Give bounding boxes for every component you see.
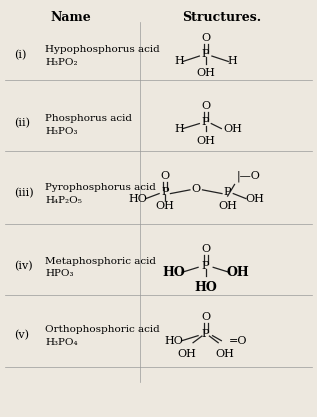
Text: Structures.: Structures. [182, 11, 261, 25]
Text: O: O [160, 171, 169, 181]
Text: P: P [202, 261, 210, 271]
Text: HO: HO [129, 193, 147, 203]
Text: P: P [202, 49, 210, 59]
Text: OH: OH [155, 201, 174, 211]
Text: (i): (i) [14, 50, 26, 60]
Text: OH: OH [215, 349, 234, 359]
Text: H₃PO₂: H₃PO₂ [45, 58, 78, 67]
Text: P: P [224, 187, 231, 197]
Text: Metaphosphoric acid: Metaphosphoric acid [45, 256, 156, 266]
Text: OH: OH [218, 201, 237, 211]
Text: O: O [201, 101, 210, 111]
Text: HPO₃: HPO₃ [45, 269, 74, 279]
Text: OH: OH [246, 193, 265, 203]
Text: Phosphorus acid: Phosphorus acid [45, 114, 133, 123]
Text: (iv): (iv) [14, 261, 33, 271]
Text: HO: HO [164, 336, 183, 346]
Text: =O: =O [229, 336, 247, 346]
Text: O: O [201, 33, 210, 43]
Text: O: O [192, 183, 201, 193]
Text: HO: HO [194, 281, 217, 294]
Text: OH: OH [223, 123, 242, 133]
Text: H: H [174, 123, 184, 133]
Text: |—O: |—O [236, 170, 260, 181]
Text: H₄P₂O₅: H₄P₂O₅ [45, 196, 82, 205]
Text: P: P [161, 187, 169, 197]
Text: (v): (v) [14, 330, 29, 340]
Text: Pyrophosphorus acid: Pyrophosphorus acid [45, 183, 156, 192]
Text: HO: HO [162, 266, 185, 279]
Text: OH: OH [196, 136, 215, 146]
Text: (ii): (ii) [14, 118, 30, 129]
Text: OH: OH [196, 68, 215, 78]
Text: Hypophosphorus acid: Hypophosphorus acid [45, 45, 160, 54]
Text: H₃PO₄: H₃PO₄ [45, 338, 78, 347]
Text: O: O [201, 244, 210, 254]
Text: P: P [202, 117, 210, 127]
Text: (iii): (iii) [14, 188, 34, 198]
Text: H₃PO₃: H₃PO₃ [45, 126, 78, 136]
Text: O: O [201, 312, 210, 322]
Text: Orthophosphoric acid: Orthophosphoric acid [45, 325, 160, 334]
Text: H: H [174, 56, 184, 66]
Text: OH: OH [177, 349, 196, 359]
Text: Name: Name [50, 11, 91, 25]
Text: P: P [202, 329, 210, 339]
Text: H: H [228, 56, 237, 66]
Text: OH: OH [226, 266, 249, 279]
